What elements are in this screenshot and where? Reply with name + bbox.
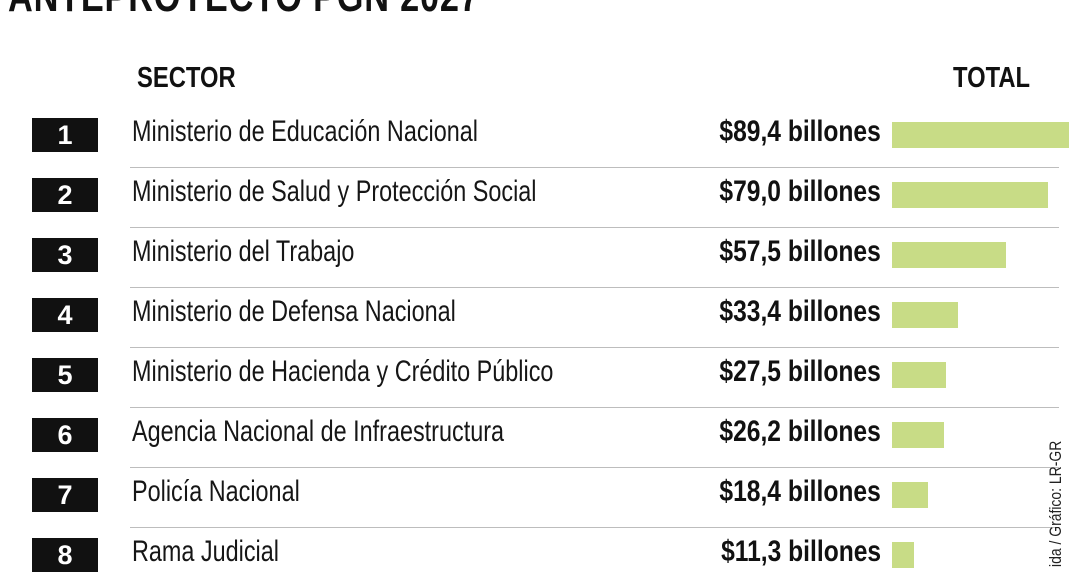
row-separator bbox=[130, 467, 1059, 468]
sector-column-header: SECTOR bbox=[137, 62, 236, 94]
value-label: $18,4 billones bbox=[719, 475, 881, 508]
sector-label: Ministerio de Defensa Nacional bbox=[132, 295, 456, 328]
ranking-row-2: 2 Ministerio de Salud y Protección Social… bbox=[0, 168, 1080, 228]
row-separator bbox=[130, 347, 1059, 348]
value-label: $11,3 billones bbox=[721, 535, 881, 568]
sector-label: Ministerio del Trabajo bbox=[132, 235, 355, 268]
rank-badge: 3 bbox=[32, 238, 98, 272]
row-separator bbox=[130, 287, 1059, 288]
value-bar bbox=[892, 182, 1049, 208]
rank-badge: 4 bbox=[32, 298, 98, 332]
value-bar bbox=[892, 302, 959, 328]
sector-label: Policía Nacional bbox=[132, 475, 300, 508]
ranking-row-1: 1 Ministerio de Educación Nacional $89,4 b… bbox=[0, 108, 1080, 168]
bar-chart-rows: 1 Ministerio de Educación Nacional $89,4 b… bbox=[0, 108, 1080, 572]
value-label: $33,4 billones bbox=[719, 295, 881, 328]
value-bar bbox=[892, 422, 944, 448]
value-label: $27,5 billones bbox=[719, 355, 881, 388]
ranking-row-4: 4 Ministerio de Defensa Nacional $33,4 bil… bbox=[0, 288, 1080, 348]
rank-badge: 6 bbox=[32, 418, 98, 452]
rank-badge: 8 bbox=[32, 538, 98, 572]
row-separator bbox=[130, 527, 1059, 528]
value-bar bbox=[892, 362, 947, 388]
value-label: $57,5 billones bbox=[719, 235, 881, 268]
sector-label: Ministerio de Hacienda y Crédito Público bbox=[132, 355, 554, 388]
sector-label: Agencia Nacional de Infraestructura bbox=[132, 415, 505, 448]
rank-badge: 5 bbox=[32, 358, 98, 392]
rank-badge: 7 bbox=[32, 478, 98, 512]
value-bar bbox=[892, 122, 1069, 148]
row-separator bbox=[130, 167, 1059, 168]
value-label: $26,2 billones bbox=[719, 415, 881, 448]
value-bar bbox=[892, 482, 929, 508]
value-bar bbox=[892, 542, 915, 568]
rank-badge: 1 bbox=[32, 118, 98, 152]
value-label: $79,0 billones bbox=[719, 175, 881, 208]
total-column-header: TOTAL bbox=[953, 62, 1031, 94]
sector-label: Ministerio de Salud y Protección Social bbox=[132, 175, 537, 208]
ranking-row-3: 3 Ministerio del Trabajo $57,5 billones bbox=[0, 228, 1080, 288]
value-label: $89,4 billones bbox=[719, 115, 881, 148]
value-bar bbox=[892, 242, 1006, 268]
ranking-row-6: 6 Agencia Nacional de Infraestructura $26,… bbox=[0, 408, 1080, 468]
ranking-row-5: 5 Ministerio de Hacienda y Crédito Públic… bbox=[0, 348, 1080, 408]
row-separator bbox=[130, 227, 1059, 228]
rank-badge: 2 bbox=[32, 178, 98, 212]
source-credit: ida / Gráfico: LR-GR bbox=[1046, 440, 1065, 567]
chart-title: ANTEPROYECTO PGN 2027 bbox=[8, 0, 480, 22]
row-separator bbox=[130, 407, 1059, 408]
ranking-row-8: 8 Rama Judicial $11,3 billones bbox=[0, 528, 1080, 588]
ranking-row-7: 7 Policía Nacional $18,4 billones bbox=[0, 468, 1080, 528]
sector-label: Ministerio de Educación Nacional bbox=[132, 115, 478, 148]
sector-label: Rama Judicial bbox=[132, 535, 279, 568]
